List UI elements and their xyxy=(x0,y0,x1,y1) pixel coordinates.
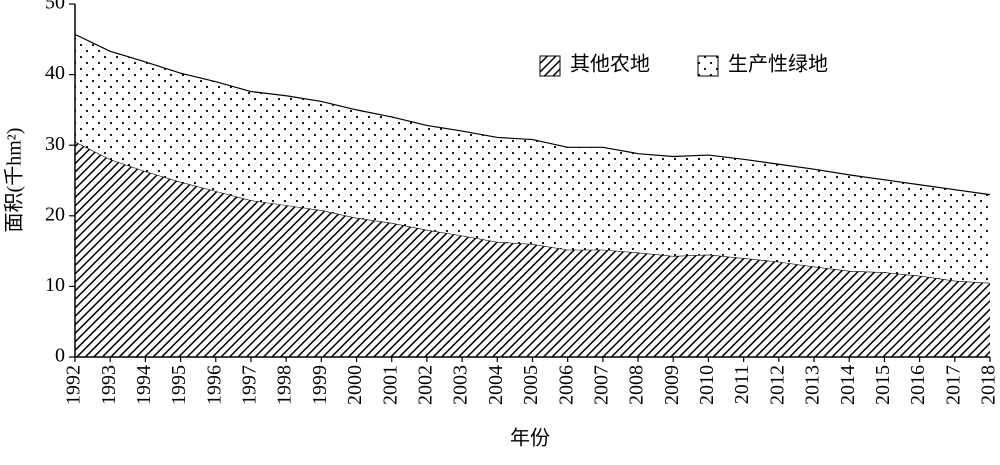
x-tick-label: 2005 xyxy=(520,365,542,405)
y-tick-label: 30 xyxy=(45,133,65,155)
x-tick-label: 1994 xyxy=(133,365,155,405)
x-tick-label: 2003 xyxy=(450,365,472,405)
y-axis-title: 面积(千hm²) xyxy=(3,128,26,233)
y-tick-label: 10 xyxy=(45,274,65,296)
area xyxy=(75,34,990,283)
x-tick-label: 2007 xyxy=(590,365,612,405)
y-tick-label: 0 xyxy=(55,345,65,367)
y-tick-label: 50 xyxy=(45,0,65,14)
y-tick-label: 40 xyxy=(45,62,65,84)
x-tick-label: 2016 xyxy=(907,365,929,405)
x-tick-label: 2000 xyxy=(344,365,366,405)
x-tick-label: 1999 xyxy=(309,365,331,405)
x-tick-label: 1996 xyxy=(203,365,225,405)
x-tick-label: 2004 xyxy=(485,365,507,405)
area xyxy=(75,141,990,357)
legend-swatch xyxy=(539,55,561,77)
x-tick-label: 2012 xyxy=(766,365,788,405)
legend-swatch xyxy=(697,55,719,77)
legend-label: 其他农地 xyxy=(570,53,650,76)
legend-label: 生产性绿地 xyxy=(728,53,828,76)
x-tick-label: 2009 xyxy=(661,365,683,405)
x-tick-label: 2010 xyxy=(696,365,718,405)
x-tick-label: 1992 xyxy=(63,365,85,405)
x-tick-label: 1995 xyxy=(168,365,190,405)
x-tick-label: 2002 xyxy=(415,365,437,405)
area-line xyxy=(74,33,991,196)
x-tick-label: 2015 xyxy=(872,365,894,405)
x-tick-label: 1997 xyxy=(239,365,261,405)
x-tick-label: 2018 xyxy=(978,365,1000,405)
x-tick-label: 2014 xyxy=(837,365,859,405)
x-tick-label: 1993 xyxy=(98,365,120,405)
x-tick-label: 2006 xyxy=(555,365,577,405)
y-tick-label: 20 xyxy=(45,203,65,225)
x-tick-label: 2008 xyxy=(626,365,648,405)
x-tick-label: 1998 xyxy=(274,365,296,405)
x-tick-label: 2011 xyxy=(731,365,753,404)
x-axis-title: 年份 xyxy=(510,427,550,450)
x-tick-label: 2013 xyxy=(802,365,824,405)
x-tick-label: 2017 xyxy=(942,365,964,405)
x-tick-label: 2001 xyxy=(379,365,401,405)
